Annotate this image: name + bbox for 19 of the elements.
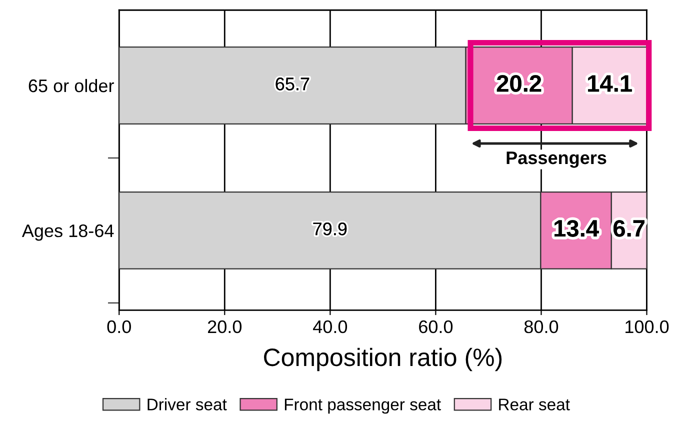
data-label: 20.2	[496, 75, 542, 92]
annotation: Passengers	[506, 152, 606, 168]
data-label: 65.7	[276, 78, 310, 90]
data-label: 13.4	[554, 220, 599, 237]
x-tick-label: 0.0	[107, 320, 131, 334]
x-tick-label: 60.0	[419, 320, 453, 334]
y-tick-label: Ages 18-64	[22, 224, 114, 241]
x-axis-title: Composition ratio (%)	[264, 348, 502, 372]
x-tick-label: 20.0	[208, 320, 242, 334]
legend-label: Rear seat	[499, 398, 570, 410]
y-tick-label: 65 or older	[28, 78, 114, 92]
data-label: 6.7	[614, 220, 644, 237]
x-tick-label: 40.0	[313, 320, 348, 334]
legend-label: Front passenger seat	[284, 398, 441, 414]
x-tick-label: 100.0	[626, 320, 669, 334]
legend-label: Driver seat	[148, 398, 227, 410]
data-label: 14.1	[588, 75, 632, 92]
data-label: 79.9	[313, 222, 347, 236]
x-tick-label: 80.0	[524, 320, 558, 334]
